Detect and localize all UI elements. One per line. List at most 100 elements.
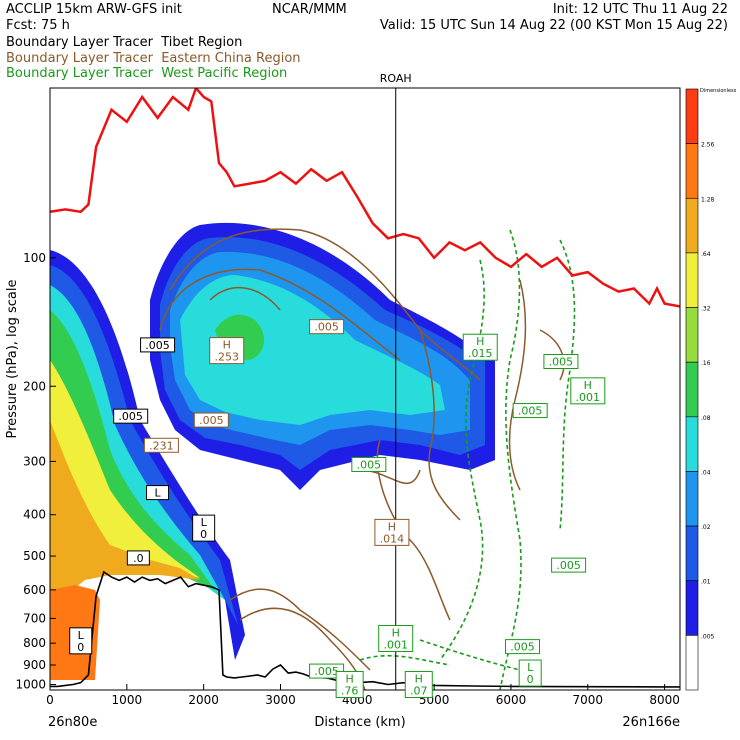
x-tick-label: 1000 [112,693,143,707]
contour-label-text: .07 [410,685,428,698]
colorbar-level-label: .64 [701,251,711,258]
contour-label-text: .015 [468,347,493,360]
contour-label-text: .005 [510,641,535,654]
contour-label-box [126,550,150,566]
colorbar-level-label: .16 [701,360,711,367]
colorbar-swatch [685,197,699,254]
contour-label-box [518,659,542,687]
model-title: ACCLIP 15km ARW-GFS init [6,2,182,17]
x-tick-label: 2000 [188,693,219,707]
forecast-hour: Fcst: 75 h [6,18,70,33]
contour-label: .005 [309,319,345,335]
contour-label: H.253 [209,337,245,365]
terrain-line [50,570,680,688]
eastern-china-contour [508,279,565,491]
contour-label: H.014 [374,518,410,546]
y-tick-label: 400 [23,508,46,522]
colorbar-title: Dimensionless [700,88,737,94]
upper-plume-cyan [180,275,445,425]
contour-label: L0 [518,659,542,687]
contour-label-box [193,412,229,428]
tropopause-line [50,88,680,308]
y-axis-title: Pressure (hPa), log scale [5,280,20,439]
contour-label: H.015 [462,333,498,361]
colorbar-level-label: .08 [701,415,711,422]
contour-label-box [404,671,433,699]
y-tick-label: 1000 [15,678,46,692]
contour-label-text: .005 [145,339,170,352]
colorbar-swatch [685,361,699,418]
contour-label: H.001 [570,377,606,405]
legend-eastern-china-label: Boundary Layer Tracer [6,51,153,66]
contour-label-text: H [415,673,423,686]
contour-label-box [505,639,540,655]
x-tick-label: 8000 [649,693,680,707]
contour-label-box [69,627,93,655]
y-tick-label: 100 [23,251,46,265]
contour-label: H.76 [335,671,364,699]
contour-label-text: H [223,339,231,352]
contour-label-text: .005 [518,405,543,418]
contour-label-box [462,333,498,361]
contour-label-text: .0 [133,552,144,565]
contour-label-text: H [476,335,484,348]
contour-label-box [143,437,179,453]
contour-label-box [512,403,548,419]
west-pacific-contour [439,259,485,661]
x-tick-label: 3000 [265,693,296,707]
colorbar-level-label: .04 [701,469,711,476]
contour-label: .005 [351,456,387,472]
colorbar-level-label: 1.28 [701,196,715,203]
contour-label-text: H [388,520,396,533]
contour-label-text: L [78,629,85,642]
contour-label-box [374,518,410,546]
contour-label-box [551,557,587,573]
colorbar-level-label: .32 [701,306,711,313]
colorbar-level-label: .005 [701,633,715,640]
contour-label-text: .005 [199,414,224,427]
colorbar-swatch [685,252,699,308]
contour-label-text: .005 [357,458,382,471]
eastern-china-contour [169,228,481,521]
contour-label-text: .005 [118,410,143,423]
contour-label-text: .001 [576,391,601,404]
contour-label-text: H [345,673,353,686]
contour-label-box [543,354,579,370]
contour-label: .005 [140,337,176,353]
colorbar-swatch [685,525,699,582]
contour-label: L [146,485,170,501]
y-tick-label: 500 [23,549,46,563]
y-tick-label: 800 [23,636,46,650]
y-tick-label: 600 [23,583,46,597]
contour-label-box [570,377,606,405]
contour-label: .005 [309,663,345,679]
colorbar-level-label: .01 [701,579,711,586]
contour-label: .005 [505,639,540,655]
contour-label-text: .76 [341,685,359,698]
left-endpoint-label: 26n80e [48,715,97,730]
contour-label: L0 [69,627,93,655]
legend-eastern-china: Boundary Layer Tracer Eastern China Regi… [6,51,301,66]
contour-label-box [209,337,245,365]
plot-frame [49,87,681,691]
contour-label-text: .005 [549,356,574,369]
x-tick-label: 0 [46,693,54,707]
contour-label-box [192,514,216,542]
contour-label-text: .001 [383,638,408,651]
contour-label-text: 0 [527,673,534,686]
colorbar-swatch [685,307,699,363]
station-label: ROAH [380,72,412,85]
contour-label: .005 [551,557,587,573]
contour-label-box [113,408,149,424]
contour-label: L0 [192,514,216,542]
init-time: Init: 12 UTC Thu 11 Aug 22 [552,2,728,17]
west-pacific-contour [559,239,576,531]
x-axis-title: Distance (km) [314,715,405,730]
contour-label: .005 [113,408,149,424]
contour-label: .005 [543,354,579,370]
legend-west-pacific: Boundary Layer Tracer West Pacific Regio… [6,66,287,81]
contour-label-text: H [392,626,400,639]
west-plume-lightorange [50,420,200,615]
colorbar-swatch [685,416,699,472]
